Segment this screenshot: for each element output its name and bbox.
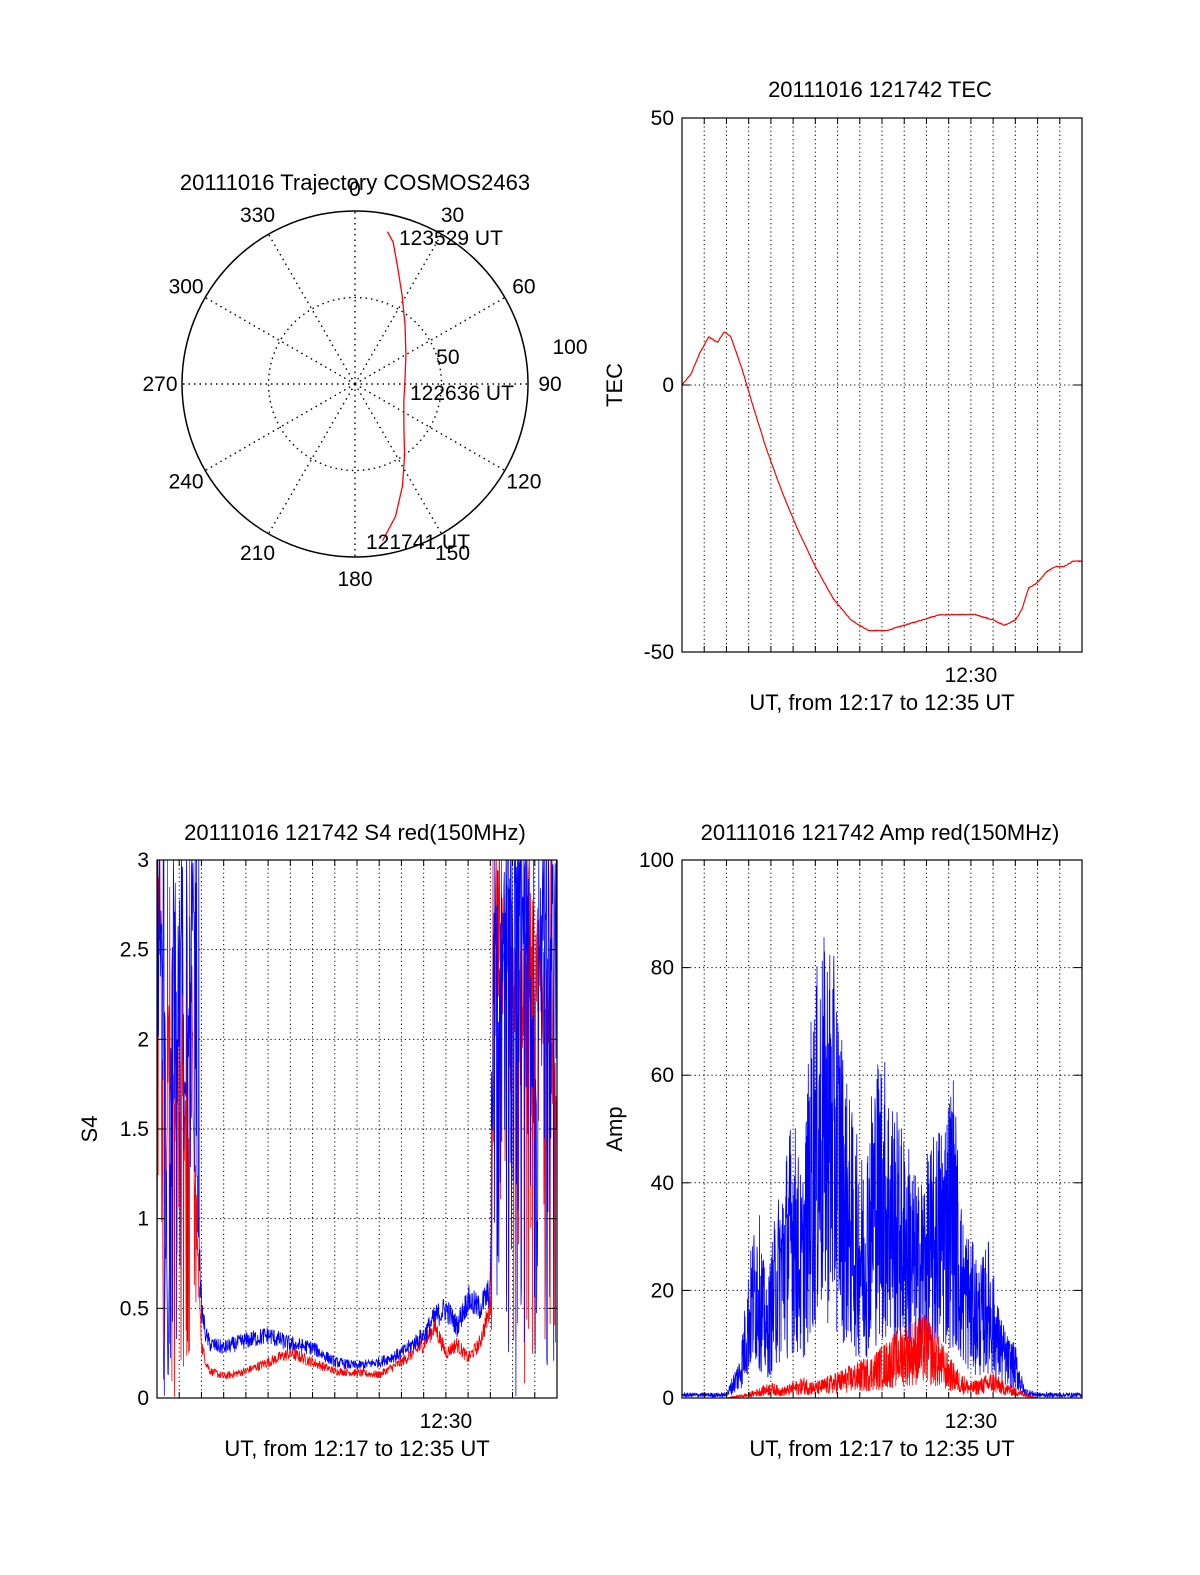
y-tick-label: 80 xyxy=(651,957,674,980)
azimuth-label: 120 xyxy=(506,471,541,494)
azimuth-label: 300 xyxy=(169,276,204,299)
amp-chart: 20111016 121742 Amp red(150MHz) 0 20 40 60 8… xyxy=(602,820,1083,1461)
azimuth-label: 0 xyxy=(349,178,361,201)
y-tick-label: -50 xyxy=(644,641,674,664)
annotation-start-time: 121741 UT xyxy=(366,531,470,554)
azimuth-label: 270 xyxy=(142,373,177,396)
tec-chart: 20111016 121742 TEC -50 0 50 12:30 UT, fro… xyxy=(602,77,1083,715)
y-tick-label: 0 xyxy=(662,1387,674,1410)
tec-y-axis-label: TEC xyxy=(602,363,627,407)
trajectory-title: 20111016 Trajectory COSMOS2463 xyxy=(180,170,530,195)
amp-x-ticks: 12:30 xyxy=(703,860,1061,1433)
s4-series xyxy=(156,859,558,1397)
x-tick-label: 12:30 xyxy=(420,1410,473,1433)
y-tick-label: 3 xyxy=(137,849,149,872)
tec-x-axis-label: UT, from 12:17 to 12:35 UT xyxy=(749,690,1014,715)
polar-spoke xyxy=(354,383,506,472)
polar-spoke xyxy=(267,383,356,535)
amp-y-axis-label: Amp xyxy=(602,1106,627,1151)
tec-grid xyxy=(682,118,1082,652)
radius-label-50: 50 xyxy=(436,346,459,369)
polar-spoke xyxy=(204,296,356,385)
s4-series-1-line xyxy=(156,859,558,1397)
annotation-mid-time: 122636 UT xyxy=(410,382,514,405)
amp-grid xyxy=(682,860,1082,1398)
y-tick-label: 0 xyxy=(137,1387,149,1410)
trajectory-polar-chart: 20111016 Trajectory COSMOS2463 0 30 60 90 12… xyxy=(142,170,587,591)
amp-x-axis-label: UT, from 12:17 to 12:35 UT xyxy=(749,1436,1014,1461)
s4-series-2-line xyxy=(156,859,558,1397)
polar-spoke xyxy=(204,383,356,472)
azimuth-label: 150 xyxy=(435,542,470,565)
polar-ring-50 xyxy=(267,296,443,472)
trajectory-line xyxy=(382,231,407,542)
tec-series xyxy=(681,331,1083,632)
tec-x-ticks: 12:30 xyxy=(703,118,1061,687)
azimuth-label: 60 xyxy=(512,276,535,299)
polar-spoke xyxy=(267,233,356,385)
tec-y-ticks: -50 0 50 xyxy=(644,107,1082,664)
amp-y-ticks: 0 20 40 60 80 100 xyxy=(639,849,1082,1410)
y-tick-label: 0 xyxy=(662,374,674,397)
tec-title: 20111016 121742 TEC xyxy=(768,77,992,102)
amp-title: 20111016 121742 Amp red(150MHz) xyxy=(701,820,1060,845)
radius-label-100: 100 xyxy=(552,336,587,359)
azimuth-label: 180 xyxy=(337,568,372,591)
azimuth-label: 330 xyxy=(240,204,275,227)
s4-title: 20111016 121742 S4 red(150MHz) xyxy=(184,820,526,845)
y-tick-label: 40 xyxy=(651,1172,674,1195)
amp-series-1-line xyxy=(681,937,1083,1399)
s4-y-ticks: 0 0.5 1 1.5 2 2.5 3 xyxy=(120,849,557,1410)
azimuth-label: 210 xyxy=(240,542,275,565)
polar-grid xyxy=(182,211,528,557)
azimuth-label: 90 xyxy=(538,373,561,396)
s4-x-axis-label: UT, from 12:17 to 12:35 UT xyxy=(224,1436,489,1461)
azimuth-label: 30 xyxy=(441,204,464,227)
polar-spoke xyxy=(354,296,506,385)
y-tick-label: 1.5 xyxy=(120,1118,149,1141)
polar-spoke xyxy=(354,383,443,535)
y-tick-label: 100 xyxy=(639,849,674,872)
s4-y-axis-label: S4 xyxy=(77,1116,102,1143)
annotation-end-time: 123529 UT xyxy=(399,227,503,250)
polar-labels: 0 30 60 90 120 150 180 210 240 270 300 330 50 100 xyxy=(142,178,587,591)
y-tick-label: 20 xyxy=(651,1279,674,1302)
polar-outer-ring xyxy=(181,210,529,558)
s4-x-ticks: 12:30 xyxy=(178,860,536,1433)
s4-chart: 20111016 121742 S4 red(150MHz) 0 0.5 1 1.5 2… xyxy=(77,820,558,1461)
x-tick-label: 12:30 xyxy=(945,664,998,687)
y-tick-label: 2 xyxy=(137,1028,149,1051)
polar-spoke xyxy=(354,233,443,385)
azimuth-label: 240 xyxy=(169,471,204,494)
y-tick-label: 60 xyxy=(651,1064,674,1087)
y-tick-label: 1 xyxy=(137,1208,149,1231)
x-tick-label: 12:30 xyxy=(945,1410,998,1433)
y-tick-label: 2.5 xyxy=(120,939,149,962)
y-tick-label: 50 xyxy=(651,107,674,130)
tec-series-1-line xyxy=(681,331,1083,632)
y-tick-label: 0.5 xyxy=(120,1297,149,1320)
